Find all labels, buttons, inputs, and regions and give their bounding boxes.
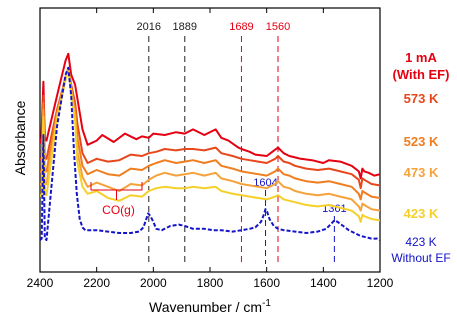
x-tick-label: 1800 <box>197 276 224 290</box>
plot-frame <box>39 7 381 273</box>
series-label-6: Without EF <box>391 251 450 265</box>
series-line-6 <box>40 66 380 241</box>
reference-label-1560: 1560 <box>266 21 290 33</box>
series-labels: 1 mA (With EF) 573 K 523 K 473 K 423 K 423 K Wi… <box>391 50 450 265</box>
y-axis-label: Absorbance <box>12 100 28 175</box>
series-line-1 <box>40 52 380 180</box>
x-tick-label: 1600 <box>253 276 280 290</box>
reference-label-2016: 2016 <box>137 21 161 33</box>
series-label-2: 573 K <box>404 91 439 106</box>
series-label-1: (With EF) <box>393 67 450 82</box>
series-label-3: 523 K <box>404 134 439 149</box>
annotations: CO(g) <box>90 182 143 217</box>
series-label-6: 423 K <box>405 235 436 249</box>
spectra-series <box>40 52 380 241</box>
x-tick-label: 1200 <box>367 276 394 290</box>
series-line-5 <box>40 66 380 223</box>
x-tick-label: 2400 <box>27 276 54 290</box>
co-label: CO(g) <box>102 203 135 217</box>
x-tick-label: 2000 <box>140 276 167 290</box>
reference-label-1889: 1889 <box>173 21 197 33</box>
x-tick-label: 1400 <box>310 276 337 290</box>
x-axis-label: Wavenumber / cm-1 <box>149 298 271 315</box>
reference-label-1689: 1689 <box>229 21 253 33</box>
co-bracket <box>90 182 143 200</box>
x-tick-label: 2200 <box>83 276 110 290</box>
series-label-4: 473 K <box>404 165 439 180</box>
series-label-5: 423 K <box>404 206 439 221</box>
series-label-1: 1 mA <box>405 50 437 65</box>
x-axis-ticks: 2400 2200 2000 1800 1600 1400 1200 <box>27 8 394 290</box>
